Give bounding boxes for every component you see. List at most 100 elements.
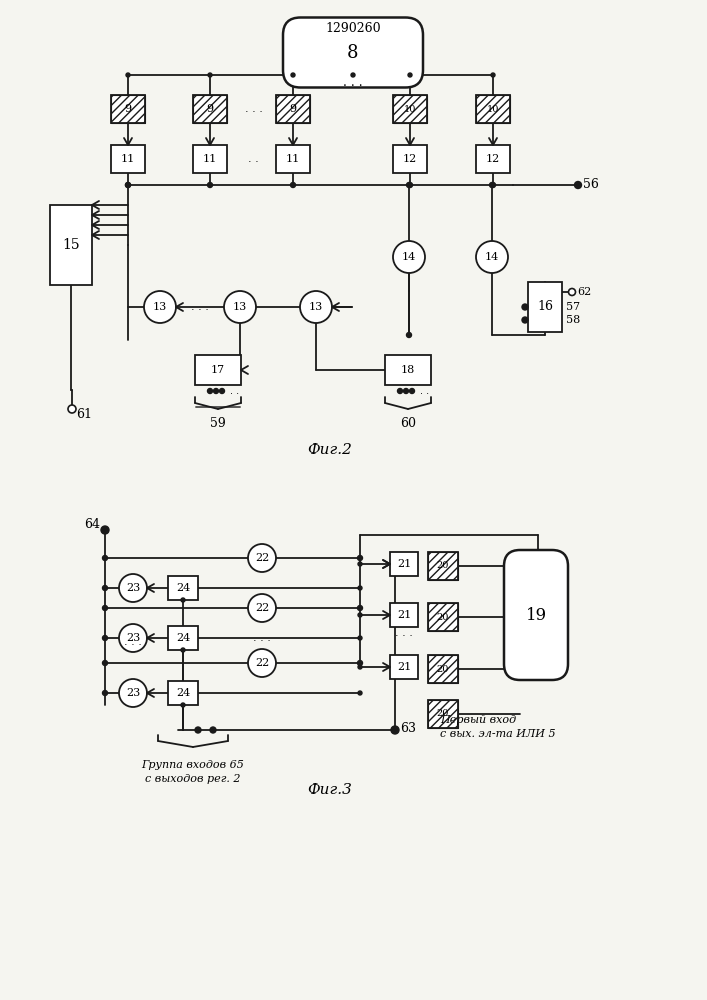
Bar xyxy=(393,95,427,123)
Circle shape xyxy=(491,182,496,188)
Text: 9: 9 xyxy=(124,104,132,114)
Bar xyxy=(390,552,418,576)
Circle shape xyxy=(224,291,256,323)
Bar xyxy=(195,355,241,385)
Text: . .: . . xyxy=(248,154,259,164)
Circle shape xyxy=(126,73,130,77)
Text: . . .: . . . xyxy=(343,77,363,90)
Bar xyxy=(428,655,458,683)
Text: 10: 10 xyxy=(487,104,499,113)
Bar xyxy=(385,355,431,385)
Bar xyxy=(390,655,418,679)
Circle shape xyxy=(248,649,276,677)
Circle shape xyxy=(248,544,276,572)
Circle shape xyxy=(181,648,185,652)
Bar xyxy=(428,552,458,580)
Text: 57: 57 xyxy=(566,302,580,312)
Bar xyxy=(276,95,310,123)
Text: 22: 22 xyxy=(255,658,269,668)
Bar xyxy=(276,145,310,173)
Text: 11: 11 xyxy=(203,154,217,164)
Circle shape xyxy=(522,304,528,310)
Text: 61: 61 xyxy=(76,408,92,422)
Bar xyxy=(193,145,227,173)
Circle shape xyxy=(214,388,218,393)
Text: 14: 14 xyxy=(485,252,499,262)
Circle shape xyxy=(409,388,414,393)
Text: Фиг.2: Фиг.2 xyxy=(308,443,352,457)
Text: 18: 18 xyxy=(401,365,415,375)
Text: 22: 22 xyxy=(255,553,269,563)
Text: 59: 59 xyxy=(210,417,226,430)
Text: 8: 8 xyxy=(347,43,358,62)
Text: 10: 10 xyxy=(404,104,416,113)
Text: . .: . . xyxy=(420,386,429,396)
Circle shape xyxy=(407,182,412,188)
Text: 56: 56 xyxy=(583,178,599,192)
Circle shape xyxy=(358,660,363,666)
Circle shape xyxy=(404,388,409,393)
Text: 23: 23 xyxy=(126,583,140,593)
Bar xyxy=(476,95,510,123)
Circle shape xyxy=(144,291,176,323)
Bar xyxy=(168,626,198,650)
Text: с выходов рег. 2: с выходов рег. 2 xyxy=(145,774,241,784)
Circle shape xyxy=(119,679,147,707)
Bar xyxy=(50,205,92,285)
Text: Группа входов 65: Группа входов 65 xyxy=(141,760,245,770)
Circle shape xyxy=(126,182,131,188)
Bar xyxy=(528,282,562,332)
Text: 24: 24 xyxy=(176,688,190,698)
Text: 12: 12 xyxy=(403,154,417,164)
Text: 14: 14 xyxy=(402,252,416,262)
Circle shape xyxy=(568,288,575,296)
Text: . . .: . . . xyxy=(245,104,262,114)
Text: Фиг.3: Фиг.3 xyxy=(308,783,352,797)
Circle shape xyxy=(219,388,225,393)
Bar xyxy=(476,145,510,173)
Circle shape xyxy=(195,727,201,733)
Circle shape xyxy=(351,73,355,77)
Circle shape xyxy=(291,182,296,188)
Bar xyxy=(390,603,418,627)
Text: 17: 17 xyxy=(211,365,225,375)
Circle shape xyxy=(207,388,213,393)
Bar xyxy=(428,700,458,728)
Text: . .: . . xyxy=(230,386,239,396)
Circle shape xyxy=(101,526,109,534)
Circle shape xyxy=(407,332,411,338)
Circle shape xyxy=(103,556,107,560)
Bar xyxy=(193,95,227,123)
Bar xyxy=(428,603,458,631)
Circle shape xyxy=(393,241,425,273)
Circle shape xyxy=(489,182,494,188)
Circle shape xyxy=(103,585,107,590)
Circle shape xyxy=(181,703,185,707)
Bar xyxy=(428,700,458,728)
Circle shape xyxy=(358,636,362,640)
Circle shape xyxy=(408,73,412,77)
Bar xyxy=(111,95,145,123)
Circle shape xyxy=(181,598,185,602)
Text: 19: 19 xyxy=(525,606,547,624)
Circle shape xyxy=(358,605,363,610)
Text: 9: 9 xyxy=(206,104,214,114)
Bar xyxy=(393,95,427,123)
Circle shape xyxy=(210,727,216,733)
Text: 21: 21 xyxy=(397,559,411,569)
Text: 62: 62 xyxy=(577,287,591,297)
Circle shape xyxy=(103,605,107,610)
Circle shape xyxy=(358,691,362,695)
Bar xyxy=(111,95,145,123)
Text: 9: 9 xyxy=(289,104,296,114)
Text: 20: 20 xyxy=(437,562,449,570)
Circle shape xyxy=(119,624,147,652)
Text: 20: 20 xyxy=(437,710,449,718)
Text: 1290260: 1290260 xyxy=(325,22,381,35)
Circle shape xyxy=(103,690,107,696)
Text: 15: 15 xyxy=(62,238,80,252)
Circle shape xyxy=(103,636,107,641)
Circle shape xyxy=(391,726,399,734)
Circle shape xyxy=(119,574,147,602)
Text: . . .: . . . xyxy=(191,302,209,312)
